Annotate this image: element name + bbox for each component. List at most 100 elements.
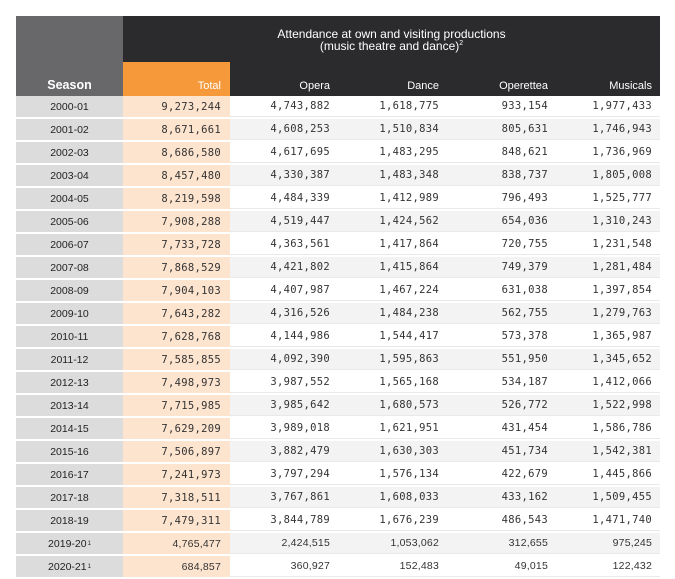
cell-operetta: 49,015 (447, 556, 556, 577)
cell-dance: 1,621,951 (338, 418, 447, 439)
cell-operetta: 573,378 (447, 326, 556, 347)
cell-opera: 4,363,561 (230, 234, 338, 255)
cell-opera: 360,927 (230, 556, 338, 577)
cell-total: 9,273,244 (123, 96, 230, 117)
cell-season: 2018-19 (16, 510, 123, 531)
cell-dance: 1,424,562 (338, 211, 447, 232)
cell-dance: 1,630,303 (338, 441, 447, 462)
table-row: 2001-02 8,671,661 4,608,253 1,510,834 805,63… (16, 119, 660, 140)
table-header-top: Attendance at own and visiting productio… (16, 16, 660, 62)
cell-total: 7,498,973 (123, 372, 230, 393)
cell-operetta: 422,679 (447, 464, 556, 485)
cell-total: 7,479,311 (123, 510, 230, 531)
cell-season: 2007-08 (16, 257, 123, 278)
cell-operetta: 848,621 (447, 142, 556, 163)
cell-operetta: 562,755 (447, 303, 556, 324)
cell-musicals: 122,432 (556, 556, 660, 577)
table-row: 2003-04 8,457,480 4,330,387 1,483,348 838,73… (16, 165, 660, 186)
cell-total: 7,904,103 (123, 280, 230, 301)
season-label: 2001-02 (50, 123, 89, 136)
cell-season: 2006-07 (16, 234, 123, 255)
cell-total: 7,629,209 (123, 418, 230, 439)
cell-opera: 3,882,479 (230, 441, 338, 462)
table-row: 2006-07 7,733,728 4,363,561 1,417,864 720,75… (16, 234, 660, 255)
season-label: 2002-03 (50, 146, 89, 159)
table-title: Attendance at own and visiting productio… (123, 16, 660, 62)
cell-total: 684,857 (123, 556, 230, 577)
cell-dance: 1,467,224 (338, 280, 447, 301)
cell-operetta: 551,950 (447, 349, 556, 370)
cell-musicals: 1,412,066 (556, 372, 660, 393)
table-row: 2011-12 7,585,855 4,092,390 1,595,863 551,95… (16, 349, 660, 370)
cell-dance: 1,415,864 (338, 257, 447, 278)
cell-operetta: 749,379 (447, 257, 556, 278)
season-label: 2009-10 (50, 307, 89, 320)
cell-opera: 4,608,253 (230, 119, 338, 140)
cell-total: 7,715,985 (123, 395, 230, 416)
cell-operetta: 805,631 (447, 119, 556, 140)
cell-musicals: 975,245 (556, 533, 660, 554)
season-label: 2005-06 (50, 215, 89, 228)
cell-musicals: 1,471,740 (556, 510, 660, 531)
cell-opera: 3,989,018 (230, 418, 338, 439)
cell-musicals: 1,345,652 (556, 349, 660, 370)
season-label: 2018-19 (50, 514, 89, 527)
season-label: 2003-04 (50, 169, 89, 182)
cell-total: 4,765,477 (123, 533, 230, 554)
cell-musicals: 1,445,866 (556, 464, 660, 485)
table-row: 2014-15 7,629,209 3,989,018 1,621,951 431,45… (16, 418, 660, 439)
cell-opera: 4,484,339 (230, 188, 338, 209)
season-label: 2004-05 (50, 192, 89, 205)
table-row: 2008-09 7,904,103 4,407,987 1,467,224 631,03… (16, 280, 660, 301)
cell-season: 2009-10 (16, 303, 123, 324)
cell-operetta: 451,734 (447, 441, 556, 462)
table-row: 2005-06 7,908,288 4,519,447 1,424,562 654,03… (16, 211, 660, 232)
cell-opera: 4,092,390 (230, 349, 338, 370)
cell-dance: 1,618,775 (338, 96, 447, 117)
table-title-line2-text: (music theatre and dance) (319, 39, 460, 53)
cell-dance: 1,053,062 (338, 533, 447, 554)
cell-opera: 4,144,986 (230, 326, 338, 347)
cell-dance: 1,608,033 (338, 487, 447, 508)
season-label: 2020-21 (48, 560, 87, 573)
cell-total: 7,643,282 (123, 303, 230, 324)
cell-opera: 3,797,294 (230, 464, 338, 485)
cell-operetta: 433,162 (447, 487, 556, 508)
cell-operetta: 534,187 (447, 372, 556, 393)
cell-season: 2000-01 (16, 96, 123, 117)
cell-total: 7,908,288 (123, 211, 230, 232)
cell-total: 8,671,661 (123, 119, 230, 140)
season-label: 2007-08 (50, 261, 89, 274)
cell-opera: 3,844,789 (230, 510, 338, 531)
cell-operetta: 796,493 (447, 188, 556, 209)
column-header-season: Season (16, 62, 123, 96)
cell-season: 2004-05 (16, 188, 123, 209)
cell-season: 2013-14 (16, 395, 123, 416)
season-label: 2019-20 (48, 537, 87, 550)
cell-dance: 1,680,573 (338, 395, 447, 416)
cell-operetta: 312,655 (447, 533, 556, 554)
cell-dance: 152,483 (338, 556, 447, 577)
cell-dance: 1,576,134 (338, 464, 447, 485)
cell-season: 2017-18 (16, 487, 123, 508)
cell-opera: 4,617,695 (230, 142, 338, 163)
season-label: 2012-13 (50, 376, 89, 389)
cell-total: 7,585,855 (123, 349, 230, 370)
cell-musicals: 1,365,987 (556, 326, 660, 347)
cell-dance: 1,676,239 (338, 510, 447, 531)
cell-musicals: 1,231,548 (556, 234, 660, 255)
table-row: 2016-17 7,241,973 3,797,294 1,576,134 422,67… (16, 464, 660, 485)
table-row: 2017-18 7,318,511 3,767,861 1,608,033 433,16… (16, 487, 660, 508)
table-row: 2002-03 8,686,580 4,617,695 1,483,295 848,62… (16, 142, 660, 163)
cell-operetta: 486,543 (447, 510, 556, 531)
cell-musicals: 1,736,969 (556, 142, 660, 163)
cell-season: 2001-02 (16, 119, 123, 140)
table-row: 2013-14 7,715,985 3,985,642 1,680,573 526,77… (16, 395, 660, 416)
cell-opera: 3,987,552 (230, 372, 338, 393)
cell-opera: 4,316,526 (230, 303, 338, 324)
column-header-musicals: Musicals (556, 62, 660, 96)
cell-musicals: 1,746,943 (556, 119, 660, 140)
column-header-operetta: Operettea (447, 62, 556, 96)
table-row: 2010-11 7,628,768 4,144,986 1,544,417 573,37… (16, 326, 660, 347)
column-header-opera: Opera (230, 62, 338, 96)
